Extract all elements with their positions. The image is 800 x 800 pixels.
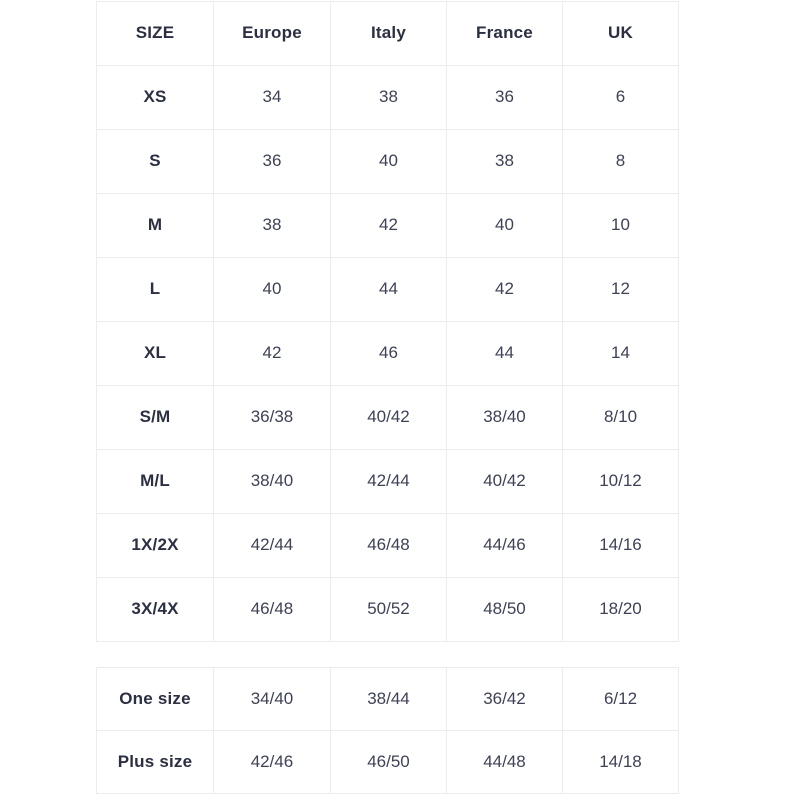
cell-size: L [96,257,214,322]
cell-size: S/M [96,385,214,450]
cell-size: XL [96,321,214,386]
cell-uk: 10/12 [562,449,679,514]
column-header-size: SIZE [96,1,214,66]
size-conversion-table: SIZE Europe Italy France UK XS 34 38 36 … [96,1,679,642]
one-size-conversion-table: One size 34/40 38/44 36/42 6/12 Plus siz… [96,667,679,794]
cell-france: 40 [446,193,563,258]
column-header-europe: Europe [213,1,331,66]
table-row: 1X/2X 42/44 46/48 44/46 14/16 [96,513,679,578]
cell-italy: 42/44 [330,449,447,514]
cell-uk: 8 [562,129,679,194]
cell-italy: 46/50 [330,730,447,794]
cell-uk: 12 [562,257,679,322]
table-row: S 36 40 38 8 [96,129,679,194]
cell-france: 36/42 [446,667,563,731]
cell-france: 42 [446,257,563,322]
cell-uk: 14/18 [562,730,679,794]
cell-uk: 14/16 [562,513,679,578]
table-row: XS 34 38 36 6 [96,65,679,130]
cell-france: 48/50 [446,577,563,642]
table-row: XL 42 46 44 14 [96,321,679,386]
table-row: L 40 44 42 12 [96,257,679,322]
cell-size: M/L [96,449,214,514]
table-row: M 38 42 40 10 [96,193,679,258]
table-row: One size 34/40 38/44 36/42 6/12 [96,667,679,731]
cell-europe: 40 [213,257,331,322]
cell-europe: 36/38 [213,385,331,450]
column-header-france: France [446,1,563,66]
cell-europe: 38/40 [213,449,331,514]
cell-italy: 50/52 [330,577,447,642]
cell-italy: 46 [330,321,447,386]
table-row: Plus size 42/46 46/50 44/48 14/18 [96,730,679,794]
cell-france: 38/40 [446,385,563,450]
cell-size: 1X/2X [96,513,214,578]
cell-size: Plus size [96,730,214,794]
cell-europe: 42/46 [213,730,331,794]
column-header-uk: UK [562,1,679,66]
table-row: 3X/4X 46/48 50/52 48/50 18/20 [96,577,679,642]
cell-europe: 34/40 [213,667,331,731]
cell-france: 44/46 [446,513,563,578]
cell-italy: 38/44 [330,667,447,731]
table-body: One size 34/40 38/44 36/42 6/12 Plus siz… [96,667,679,794]
cell-europe: 38 [213,193,331,258]
cell-italy: 40 [330,129,447,194]
cell-italy: 40/42 [330,385,447,450]
table-body: XS 34 38 36 6 S 36 40 38 8 M 38 42 40 10 [96,65,679,642]
cell-europe: 34 [213,65,331,130]
cell-uk: 14 [562,321,679,386]
cell-size: 3X/4X [96,577,214,642]
cell-size: XS [96,65,214,130]
cell-france: 44/48 [446,730,563,794]
cell-france: 44 [446,321,563,386]
table-row: M/L 38/40 42/44 40/42 10/12 [96,449,679,514]
cell-size: One size [96,667,214,731]
table-row: S/M 36/38 40/42 38/40 8/10 [96,385,679,450]
cell-uk: 8/10 [562,385,679,450]
cell-europe: 36 [213,129,331,194]
cell-size: M [96,193,214,258]
cell-france: 38 [446,129,563,194]
cell-italy: 46/48 [330,513,447,578]
table-header-row: SIZE Europe Italy France UK [96,1,679,66]
cell-france: 40/42 [446,449,563,514]
cell-europe: 42 [213,321,331,386]
cell-france: 36 [446,65,563,130]
cell-italy: 44 [330,257,447,322]
cell-italy: 38 [330,65,447,130]
cell-uk: 6/12 [562,667,679,731]
cell-size: S [96,129,214,194]
cell-uk: 10 [562,193,679,258]
cell-italy: 42 [330,193,447,258]
table-header: SIZE Europe Italy France UK [96,1,679,66]
column-header-italy: Italy [330,1,447,66]
cell-uk: 6 [562,65,679,130]
cell-europe: 46/48 [213,577,331,642]
cell-europe: 42/44 [213,513,331,578]
cell-uk: 18/20 [562,577,679,642]
